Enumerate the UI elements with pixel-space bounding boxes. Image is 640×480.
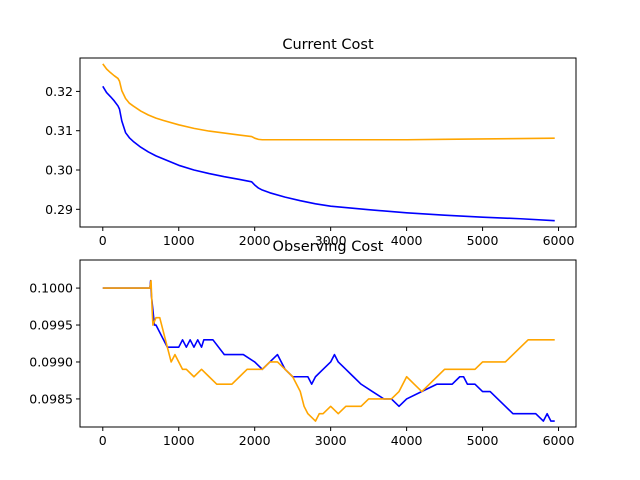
current-cost-x-tick-label: 0 (99, 233, 107, 248)
observing-cost-x-tick: 3000 (315, 427, 347, 448)
current-cost-y-tick: 0.31 (45, 123, 80, 138)
observing-cost-x-tick-label: 0 (99, 433, 107, 448)
current-cost-x-tick: 0 (99, 227, 107, 248)
observing-cost-axes-frame (79, 259, 577, 428)
observing-cost-y-tick: 0.1000 (29, 281, 80, 296)
observing-cost-x-tick-label: 4000 (391, 433, 423, 448)
observing-cost-y-axis: 0.0985 0.0990 0.0995 0.1000 (29, 281, 80, 406)
current-cost-x-tick-label: 6000 (543, 233, 575, 248)
current-cost-x-tick: 2000 (239, 227, 271, 248)
current-cost-x-tick: 4000 (391, 227, 423, 248)
observing-cost-y-tick: 0.0995 (29, 318, 80, 333)
current-cost-title: Current Cost (282, 37, 374, 53)
current-cost-x-tick-label: 3000 (315, 233, 347, 248)
current-cost-x-axis: 0 1000 2000 3000 4000 5000 6000 (99, 227, 575, 248)
observing-cost-x-tick-label: 3000 (315, 433, 347, 448)
current-cost-x-tick: 3000 (315, 227, 347, 248)
current-cost-x-tick-label: 2000 (239, 233, 271, 248)
observing-cost-y-tick-label: 0.1000 (29, 281, 73, 296)
current-cost-x-tick: 5000 (467, 227, 499, 248)
current-cost-y-tick: 0.32 (45, 84, 80, 99)
observing-cost-x-tick: 1000 (163, 427, 195, 448)
observing-cost-x-tick: 5000 (467, 427, 499, 448)
current-cost-y-tick-label: 0.32 (45, 84, 73, 99)
current-cost-x-tick: 1000 (163, 227, 195, 248)
current-cost-y-axis: 0.29 0.30 0.31 0.32 (45, 84, 80, 217)
observing-cost-y-tick: 0.0990 (29, 354, 80, 369)
observing-cost-x-tick: 2000 (239, 427, 271, 448)
observing-cost-y-tick-label: 0.0995 (29, 318, 73, 333)
current-cost-y-tick-label: 0.29 (45, 202, 73, 217)
observing-cost-y-tick-label: 0.0990 (29, 354, 73, 369)
current-cost-x-tick-label: 4000 (391, 233, 423, 248)
observing-cost-x-tick: 0 (99, 427, 107, 448)
current-cost-y-tick: 0.29 (45, 202, 80, 217)
observing-cost-x-tick-label: 1000 (163, 433, 195, 448)
observing-cost-x-tick-label: 5000 (467, 433, 499, 448)
current-cost-chart: Current Cost 0 1000 2000 3000 4000 5000 6000 0… (45, 37, 577, 248)
observing-cost-x-tick-label: 2000 (239, 433, 271, 448)
current-cost-y-tick-label: 0.31 (45, 123, 73, 138)
observing-cost-blue-series-line (102, 279, 555, 422)
observing-cost-y-tick: 0.0985 (29, 391, 80, 406)
observing-cost-orange-series-line (102, 279, 555, 422)
observing-cost-x-tick: 6000 (543, 427, 575, 448)
current-cost-y-tick: 0.30 (45, 163, 80, 178)
current-cost-y-tick-label: 0.30 (45, 163, 73, 178)
current-cost-blue-series-line (102, 85, 555, 222)
current-cost-x-tick-label: 5000 (467, 233, 499, 248)
observing-cost-lines (102, 279, 555, 422)
current-cost-axes-frame (79, 57, 577, 228)
observing-cost-chart: 0 1000 2000 3000 4000 5000 6000 0.09850.09900.… (29, 239, 577, 448)
current-cost-x-tick-label: 1000 (163, 233, 195, 248)
observing-cost-y-tick-label: 0.0985 (29, 391, 73, 406)
current-cost-lines (102, 63, 555, 222)
observing-cost-title: Observing Cost (273, 239, 384, 255)
current-cost-x-tick: 6000 (543, 227, 575, 248)
observing-cost-x-tick-label: 6000 (543, 433, 575, 448)
observing-cost-x-tick: 4000 (391, 427, 423, 448)
current-cost-orange-series-line (102, 63, 555, 141)
observing-cost-x-axis: 0 1000 2000 3000 4000 5000 6000 (99, 427, 575, 448)
